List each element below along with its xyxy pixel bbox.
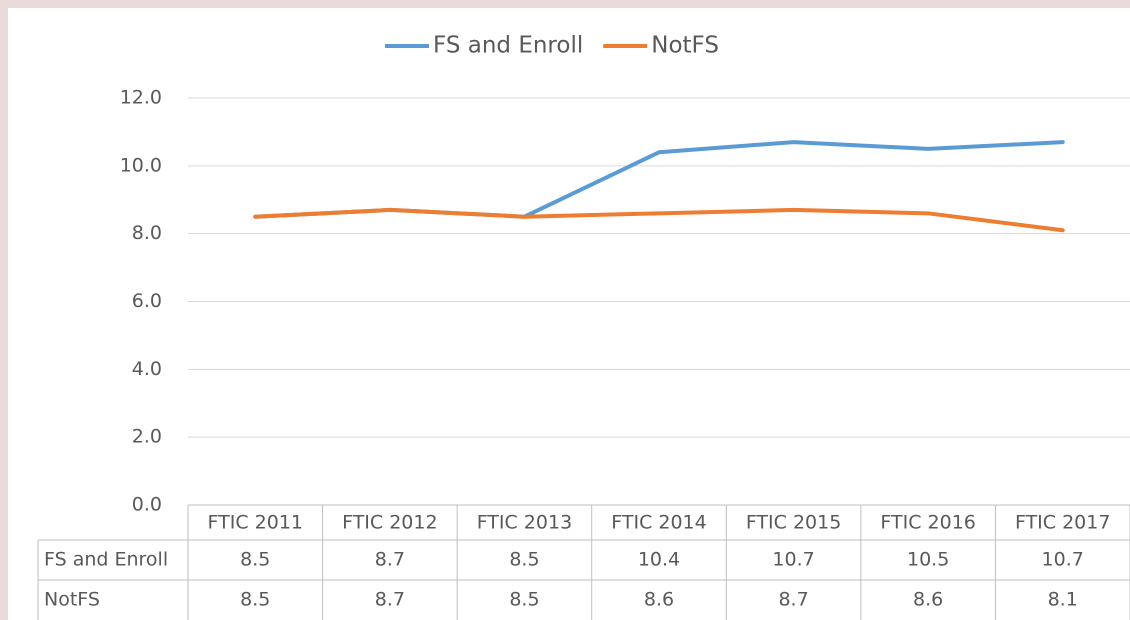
x-tick-label: FTIC 2012 [342, 512, 437, 534]
table-cell: 8.1 [1048, 589, 1078, 611]
table-cell: 8.5 [509, 549, 539, 571]
y-tick-label: 10.0 [120, 154, 162, 176]
legend-label: NotFS [651, 33, 719, 59]
table-cell: 8.7 [375, 549, 405, 571]
legend-label: FS and Enroll [433, 33, 583, 59]
table-cell: 8.5 [509, 589, 539, 611]
table-cell: 10.7 [1042, 549, 1084, 571]
y-tick-label: 2.0 [132, 426, 162, 448]
table-row-label: NotFS [44, 589, 100, 611]
table-row-label: FS and Enroll [44, 549, 168, 571]
table-cell: 10.5 [907, 549, 949, 571]
x-tick-label: FTIC 2017 [1015, 512, 1110, 534]
table-cell: 8.6 [913, 589, 943, 611]
table-cell: 8.5 [240, 549, 270, 571]
y-tick-label: 0.0 [132, 494, 162, 516]
table-cell: 8.7 [778, 589, 808, 611]
x-tick-label: FTIC 2011 [208, 512, 303, 534]
x-tick-label: FTIC 2013 [477, 512, 572, 534]
table-cell: 8.5 [240, 589, 270, 611]
y-tick-label: 12.0 [120, 87, 162, 109]
series-line [253, 207, 1065, 233]
y-tick-label: 6.0 [132, 290, 162, 312]
table-cell: 8.6 [644, 589, 674, 611]
table-cell: 8.7 [375, 589, 405, 611]
y-tick-label: 8.0 [132, 222, 162, 244]
chart-panel [8, 8, 1130, 620]
x-tick-label: FTIC 2014 [611, 512, 706, 534]
y-tick-label: 4.0 [132, 358, 162, 380]
x-tick-label: FTIC 2016 [880, 512, 975, 534]
table-cell: 10.7 [772, 549, 814, 571]
x-tick-label: FTIC 2015 [746, 512, 841, 534]
table-cell: 10.4 [638, 549, 680, 571]
